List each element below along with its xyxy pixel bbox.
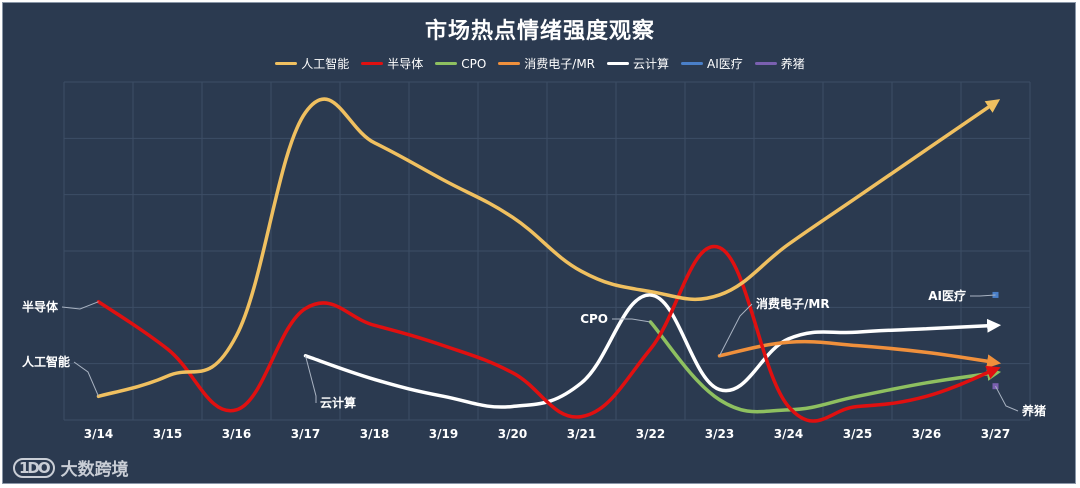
callout-label: 人工智能 [22, 354, 70, 369]
callout-line [970, 294, 996, 297]
series-line-0 [96, 97, 1001, 399]
legend-label: 消费电子/MR [524, 57, 596, 71]
legend-swatch [275, 62, 298, 65]
callout-line [61, 301, 99, 310]
watermark-logo: 1DO [13, 457, 55, 478]
x-tick-label: 3/24 [774, 427, 803, 441]
callout-label: CPO [580, 312, 608, 326]
legend-item: 半导体 [361, 55, 423, 72]
x-tick-label: 3/25 [843, 427, 872, 441]
x-tick-label: 3/26 [912, 427, 941, 441]
x-tick-label: 3/17 [291, 427, 320, 441]
x-tick-label: 3/22 [636, 427, 665, 441]
legend-label: 云计算 [633, 57, 670, 71]
chart-legend: 人工智能 半导体 CPO 消费电子/MR 云计算 AI医疗 养猪 [3, 55, 1077, 72]
legend-item: 养猪 [754, 55, 805, 72]
legend-swatch [681, 62, 704, 65]
legend-swatch [435, 62, 458, 65]
callout-label: 云计算 [320, 395, 356, 410]
x-tick-label: 3/23 [705, 427, 734, 441]
legend-item: 云计算 [607, 55, 669, 72]
x-tick-label: 3/16 [222, 427, 251, 441]
legend-item: 消费电子/MR [498, 55, 595, 72]
x-tick-label: 3/15 [153, 427, 182, 441]
series-line-4 [303, 293, 1002, 409]
x-tick-label: 3/18 [360, 427, 389, 441]
callout-label: 养猪 [1021, 403, 1046, 418]
callout-label: 消费电子/MR [756, 296, 830, 311]
x-tick-label: 3/19 [429, 427, 458, 441]
x-tick-label: 3/21 [567, 427, 596, 441]
callout-line [612, 318, 651, 323]
x-tick-label: 3/20 [498, 427, 527, 441]
legend-item: AI医疗 [681, 55, 743, 72]
x-tick-label: 3/14 [84, 427, 113, 441]
chart-title: 市场热点情绪强度观察 [424, 19, 655, 44]
legend-label: AI医疗 [707, 57, 743, 71]
watermark-text: 大数跨境 [60, 460, 129, 480]
series-line-2 [648, 320, 1002, 414]
legend-label: CPO [461, 56, 487, 71]
callout-label: 半导体 [22, 299, 59, 314]
series-line-1 [96, 244, 1001, 423]
legend-item: CPO [435, 55, 486, 72]
callout-line [305, 355, 317, 403]
callout-line [719, 303, 753, 357]
legend-swatch [607, 62, 630, 65]
series-line-3 [717, 339, 1002, 369]
callout-label: AI医疗 [928, 288, 966, 303]
callout-line [73, 361, 99, 397]
x-tick-label: 3/27 [981, 427, 1010, 441]
legend-swatch [754, 62, 777, 65]
legend-label: 养猪 [780, 57, 805, 71]
legend-swatch [361, 62, 384, 65]
watermark: 1DO 大数跨境 [13, 455, 129, 480]
legend-swatch [498, 62, 521, 65]
legend-label: 半导体 [387, 57, 424, 71]
legend-label: 人工智能 [301, 57, 350, 71]
legend-item: 人工智能 [275, 55, 349, 72]
callout-line [995, 385, 1019, 412]
